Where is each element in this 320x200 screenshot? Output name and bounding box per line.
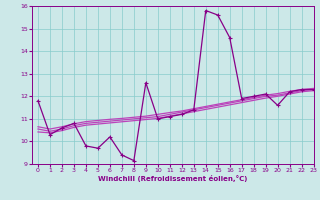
X-axis label: Windchill (Refroidissement éolien,°C): Windchill (Refroidissement éolien,°C) [98,175,247,182]
